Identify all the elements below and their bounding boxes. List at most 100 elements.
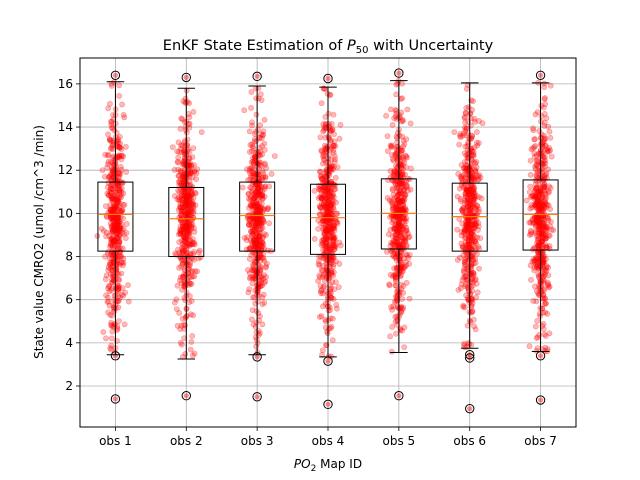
scatter-point bbox=[331, 286, 338, 293]
scatter-point bbox=[176, 309, 183, 316]
scatter-point bbox=[114, 218, 121, 225]
scatter-point bbox=[116, 189, 123, 196]
scatter-point bbox=[263, 260, 270, 267]
scatter-point bbox=[390, 157, 397, 164]
scatter-point bbox=[115, 143, 122, 150]
scatter-point bbox=[112, 189, 118, 196]
scatter-point bbox=[111, 224, 118, 231]
scatter-point bbox=[110, 229, 117, 236]
scatter-point bbox=[393, 330, 399, 337]
scatter-point bbox=[399, 296, 406, 302]
scatter-point bbox=[115, 286, 122, 293]
scatter-point bbox=[177, 204, 183, 211]
scatter-point bbox=[528, 276, 534, 283]
scatter-point bbox=[471, 217, 478, 223]
scatter-point bbox=[110, 112, 116, 118]
scatter-point bbox=[527, 219, 534, 226]
scatter-point bbox=[194, 268, 200, 275]
scatter-point bbox=[118, 221, 125, 227]
scatter-point bbox=[107, 202, 114, 208]
scatter-point bbox=[117, 253, 124, 260]
scatter-point bbox=[401, 255, 407, 262]
scatter-point bbox=[106, 302, 113, 309]
scatter-point bbox=[255, 150, 261, 156]
scatter-point bbox=[182, 124, 189, 130]
scatter-point bbox=[538, 149, 545, 156]
scatter-point bbox=[546, 128, 553, 135]
scatter-point bbox=[105, 285, 111, 292]
scatter-point bbox=[103, 292, 109, 299]
scatter-point bbox=[109, 263, 115, 270]
scatter-point bbox=[317, 290, 324, 296]
scatter-point bbox=[464, 222, 470, 229]
scatter-point bbox=[112, 203, 118, 209]
scatter-point bbox=[117, 133, 123, 140]
scatter-point bbox=[117, 144, 123, 151]
scatter-point bbox=[120, 190, 127, 197]
scatter-point bbox=[109, 312, 115, 319]
scatter-point bbox=[116, 239, 123, 245]
scatter-point bbox=[115, 242, 121, 249]
scatter-point bbox=[264, 247, 271, 254]
scatter-point bbox=[109, 216, 116, 223]
scatter-point bbox=[107, 206, 113, 213]
scatter-point bbox=[110, 302, 116, 308]
scatter-point bbox=[173, 296, 180, 303]
scatter-point bbox=[116, 219, 123, 226]
scatter-point bbox=[191, 225, 197, 232]
x-tick-label: obs 2 bbox=[170, 434, 203, 448]
scatter-point bbox=[107, 171, 114, 178]
scatter-point bbox=[462, 110, 469, 117]
scatter-point bbox=[115, 179, 122, 186]
scatter-point bbox=[169, 144, 176, 150]
scatter-point bbox=[316, 211, 323, 218]
scatter-point bbox=[121, 230, 127, 237]
scatter-point bbox=[103, 203, 109, 209]
scatter-point bbox=[103, 272, 110, 279]
scatter-point bbox=[184, 210, 191, 217]
x-tick-label: obs 7 bbox=[524, 434, 557, 448]
scatter-point bbox=[115, 214, 122, 221]
scatter-point bbox=[189, 273, 196, 280]
scatter-point bbox=[116, 82, 122, 89]
scatter-point bbox=[113, 234, 120, 241]
scatter-point bbox=[183, 74, 189, 80]
scatter-point bbox=[528, 146, 535, 153]
scatter-point bbox=[117, 231, 124, 238]
scatter-point bbox=[112, 212, 118, 218]
scatter-point bbox=[113, 225, 119, 232]
scatter-point bbox=[109, 194, 116, 201]
scatter-point bbox=[116, 222, 123, 229]
scatter-point bbox=[393, 133, 400, 140]
scatter-point bbox=[317, 282, 324, 289]
scatter-point bbox=[468, 201, 474, 208]
scatter-point bbox=[116, 249, 123, 256]
scatter-point bbox=[108, 214, 115, 221]
scatter-point bbox=[112, 396, 118, 402]
scatter-point bbox=[120, 153, 127, 160]
scatter-point bbox=[108, 224, 115, 230]
scatter-point bbox=[109, 276, 115, 283]
scatter-point bbox=[325, 232, 332, 239]
scatter-point bbox=[478, 195, 485, 202]
scatter-point bbox=[111, 321, 118, 328]
scatter-point bbox=[105, 158, 112, 165]
scatter-point bbox=[540, 266, 547, 272]
y-tick-label: 14 bbox=[58, 120, 73, 134]
scatter-point bbox=[317, 134, 324, 141]
scatter-point bbox=[401, 215, 407, 222]
scatter-point bbox=[451, 129, 458, 135]
scatter-point bbox=[392, 277, 399, 284]
scatter-point bbox=[188, 338, 195, 345]
scatter-point bbox=[112, 204, 119, 211]
scatter-point bbox=[534, 317, 541, 324]
scatter-point bbox=[179, 261, 186, 267]
scatter-point bbox=[393, 91, 399, 98]
scatter-point bbox=[391, 115, 398, 122]
scatter-point bbox=[109, 328, 116, 335]
scatter-point bbox=[190, 214, 196, 221]
scatter-point bbox=[102, 173, 108, 180]
scatter-point bbox=[120, 112, 127, 118]
scatter-point bbox=[116, 185, 122, 192]
